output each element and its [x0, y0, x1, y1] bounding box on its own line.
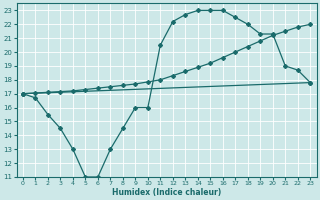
X-axis label: Humidex (Indice chaleur): Humidex (Indice chaleur): [112, 188, 221, 197]
